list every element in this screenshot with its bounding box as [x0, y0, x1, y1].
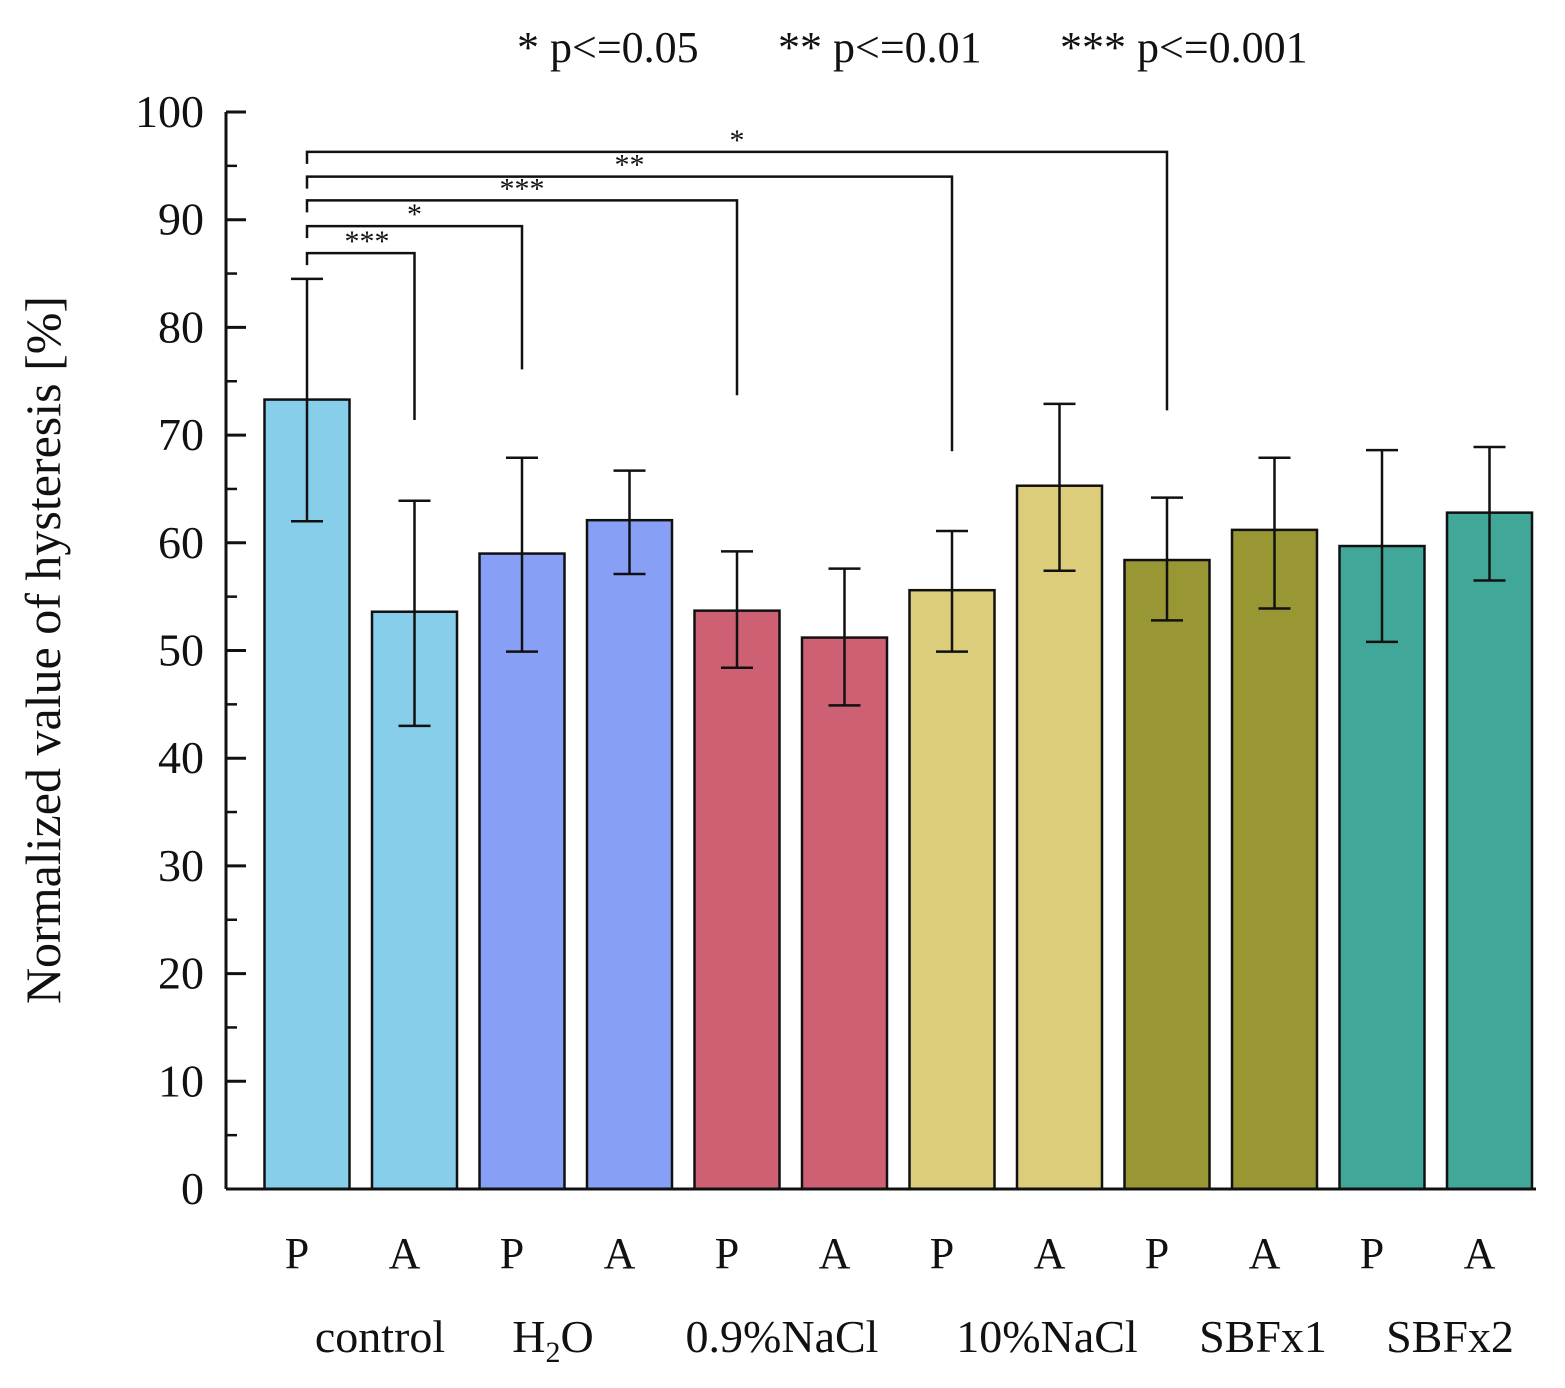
bar-group [478, 456, 566, 1191]
bar-label: A [389, 1229, 421, 1278]
bar-label: A [1034, 1229, 1066, 1278]
y-tick-label: 0 [181, 1163, 204, 1214]
significance-bracket: *** [305, 225, 416, 421]
significance-legend: * p<=0.05 ** p<=0.01 *** p<=0.001 [517, 23, 1308, 72]
bar-group [1230, 456, 1319, 1191]
bar-group [1445, 445, 1534, 1191]
bar-label: P [500, 1229, 524, 1278]
bar-label: A [819, 1229, 851, 1278]
bar-label: A [1249, 1229, 1281, 1278]
group-label: 0.9%NaCl [686, 1311, 879, 1362]
significance-label: * [407, 198, 422, 231]
bracket-line [305, 150, 1169, 411]
bar [263, 398, 351, 1191]
significance-bracket: * [305, 124, 1169, 411]
bar [800, 636, 889, 1191]
y-tick-label: 30 [158, 840, 204, 891]
bar [1230, 528, 1319, 1191]
significance-label: *** [345, 225, 390, 258]
significance-label: ** [615, 149, 645, 182]
bar-group [1338, 448, 1426, 1191]
bar-group [1123, 496, 1211, 1191]
bar [1445, 511, 1534, 1191]
significance-label: * [730, 124, 745, 157]
bar-label: P [930, 1229, 954, 1278]
bar [585, 518, 674, 1191]
significance-bracket: * [305, 198, 524, 370]
bracket-line [305, 251, 416, 421]
bar-label: A [1464, 1229, 1496, 1278]
bar [908, 588, 996, 1191]
bar-group [1015, 402, 1104, 1191]
bar-group [585, 469, 674, 1191]
bar-group [370, 499, 459, 1191]
bars-layer [263, 277, 1534, 1191]
y-tick-label: 70 [158, 409, 204, 460]
y-tick-label: 80 [158, 301, 204, 352]
bar [478, 552, 566, 1191]
bar-label: P [1360, 1229, 1384, 1278]
bar-group [800, 567, 889, 1191]
bar [693, 609, 781, 1191]
group-label: H2O [512, 1311, 593, 1369]
group-label: SBFx2 [1386, 1311, 1514, 1362]
legend-p005: * p<=0.05 [517, 23, 699, 72]
bar-label: P [285, 1229, 309, 1278]
axes: 0 10 20 30 40 50 60 70 80 90 100 [135, 86, 1536, 1214]
group-label: SBFx1 [1199, 1311, 1327, 1362]
y-tick-label: 40 [158, 732, 204, 783]
y-tick-label: 50 [158, 625, 204, 676]
bar-group [908, 529, 996, 1191]
bracket-line [305, 224, 524, 370]
bracket-line [305, 175, 954, 452]
y-tick-label: 90 [158, 194, 204, 245]
bar-label: A [604, 1229, 636, 1278]
group-label: control [315, 1311, 445, 1362]
bar [1015, 484, 1104, 1191]
bar-group [693, 550, 781, 1191]
bar-label: P [1145, 1229, 1169, 1278]
bracket-line [305, 199, 739, 396]
y-tick-label: 20 [158, 948, 204, 999]
significance-brackets: ********** [305, 124, 1169, 452]
legend-p001: ** p<=0.01 [778, 23, 982, 72]
y-tick-label: 100 [135, 86, 204, 137]
y-axis-label: Normalized value of hysteresis [%] [15, 296, 71, 1004]
group-label: 10%NaCl [956, 1311, 1137, 1362]
significance-bracket: ** [305, 149, 954, 452]
bar-group [263, 277, 351, 1191]
legend-p0001: *** p<=0.001 [1060, 23, 1308, 72]
y-tick-label: 60 [158, 517, 204, 568]
y-tick-label: 10 [158, 1055, 204, 1106]
bar [1123, 558, 1211, 1191]
bar-label: P [715, 1229, 739, 1278]
